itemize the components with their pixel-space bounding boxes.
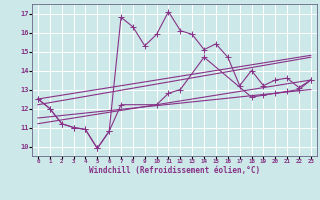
X-axis label: Windchill (Refroidissement éolien,°C): Windchill (Refroidissement éolien,°C)	[89, 166, 260, 175]
